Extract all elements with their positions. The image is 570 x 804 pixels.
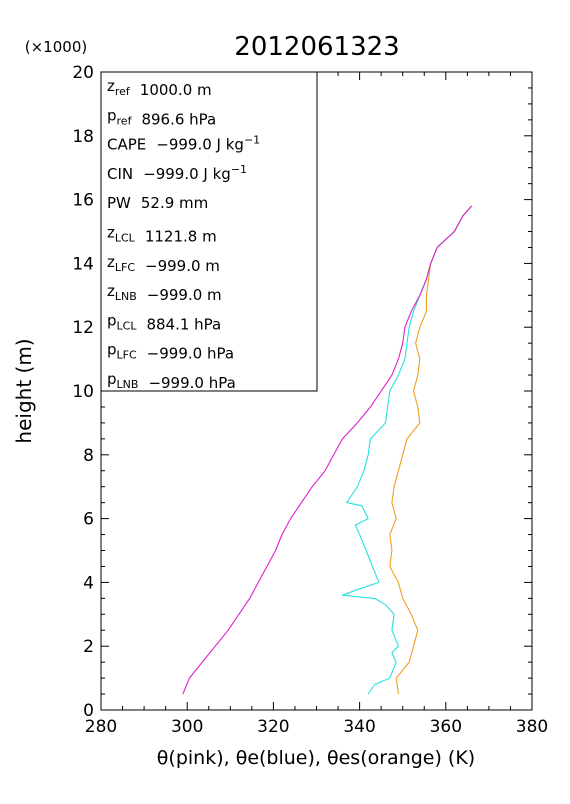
x-axis-label: θ(pink), θe(blue), θes(orange) (K) — [157, 747, 475, 769]
y-tick-label: 14 — [72, 254, 94, 274]
x-tick-label: 380 — [516, 717, 548, 737]
x-tick-label: 320 — [257, 717, 289, 737]
info-box-row: PW 52.9 mm — [107, 194, 208, 212]
info-box-row: pLCL 884.1 hPa — [107, 311, 221, 333]
x-tick-label: 360 — [430, 717, 462, 737]
theta-e-series-line — [341, 205, 473, 695]
info-box-row: pLNB −999.0 hPa — [107, 370, 236, 392]
y-axis-label: height (m) — [12, 338, 36, 443]
y-axis: 0 2 4 6 8 10 12 14 16 18 20 — [72, 63, 532, 721]
y-tick-label: 2 — [83, 637, 94, 657]
y-tick-label: 0 — [83, 701, 94, 721]
y-tick-label: 6 — [83, 510, 94, 530]
y-tick-label: 18 — [72, 127, 94, 147]
x-axis: 280 300 320 340 360 380 — [85, 72, 548, 737]
info-box-row: zref 1000.0 m — [107, 77, 212, 99]
info-box-row: pLFC −999.0 hPa — [107, 341, 234, 363]
series-group — [182, 205, 473, 695]
info-box-row: zLNB −999.0 m — [107, 282, 222, 304]
y-tick-label: 10 — [72, 382, 94, 402]
y-tick-label: 20 — [72, 63, 94, 83]
theta-es-series-line — [389, 205, 473, 695]
info-box-content: zref 1000.0 m pref 896.6 hPa CAPE −999.0 J kg… — [107, 77, 260, 392]
y-tick-label: 16 — [72, 191, 94, 211]
info-box — [100, 71, 318, 392]
info-box-row: pref 896.6 hPa — [107, 106, 216, 128]
x-tick-label: 300 — [171, 717, 203, 737]
info-box-row: zLCL 1121.8 m — [107, 224, 217, 246]
theta-series-line — [182, 205, 473, 695]
chart-title: 2012061323 — [234, 32, 399, 62]
info-box-row: CAPE −999.0 J kg−1 — [107, 134, 260, 154]
info-box-row: zLFC −999.0 m — [107, 253, 220, 275]
y-multiplier-label: (×1000) — [25, 38, 87, 56]
info-box-row: CIN −999.0 J kg−1 — [107, 163, 247, 183]
x-tick-label: 280 — [85, 717, 117, 737]
y-tick-label: 8 — [83, 446, 94, 466]
y-tick-label: 4 — [83, 573, 94, 593]
x-tick-label: 340 — [343, 717, 375, 737]
y-tick-label: 12 — [72, 318, 94, 338]
